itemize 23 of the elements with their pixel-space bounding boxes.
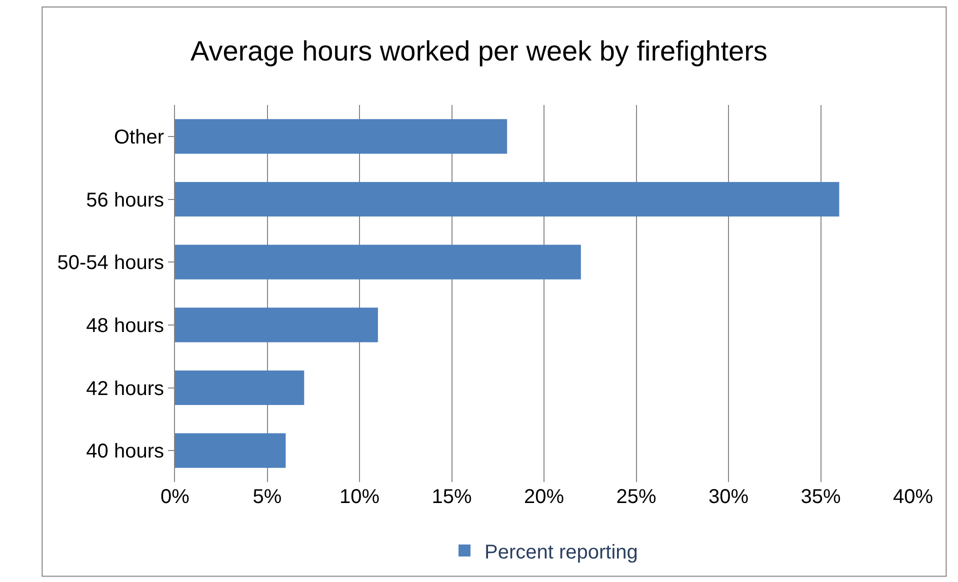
chart-title: Average hours worked per week by firefighters	[190, 35, 768, 66]
bar	[175, 433, 286, 468]
y-tick-label: 56 hours	[86, 189, 164, 212]
x-tick-label: 25%	[616, 486, 656, 508]
y-tick-label: 42 hours	[86, 378, 164, 400]
legend-label: Percent reporting	[484, 541, 638, 564]
y-tick-label: 40 hours	[86, 440, 164, 463]
x-tick-label: 5%	[252, 486, 282, 508]
bar	[175, 119, 508, 154]
bar	[175, 370, 304, 406]
x-tick-label: 15%	[432, 486, 472, 508]
x-tick-label: 40%	[892, 486, 934, 508]
x-tick-label: 10%	[339, 486, 380, 508]
y-tick-label: 48 hours	[86, 314, 164, 337]
x-tick-label: 30%	[708, 486, 749, 508]
y-tick-label: Other	[114, 126, 164, 148]
bar	[175, 244, 581, 280]
y-tick-label: 50-54 hours	[57, 252, 164, 274]
bar	[175, 308, 378, 342]
x-tick-label: 35%	[800, 486, 841, 508]
bar	[175, 182, 840, 217]
x-tick-label: 20%	[524, 486, 564, 508]
x-tick-label: 0%	[160, 486, 190, 508]
